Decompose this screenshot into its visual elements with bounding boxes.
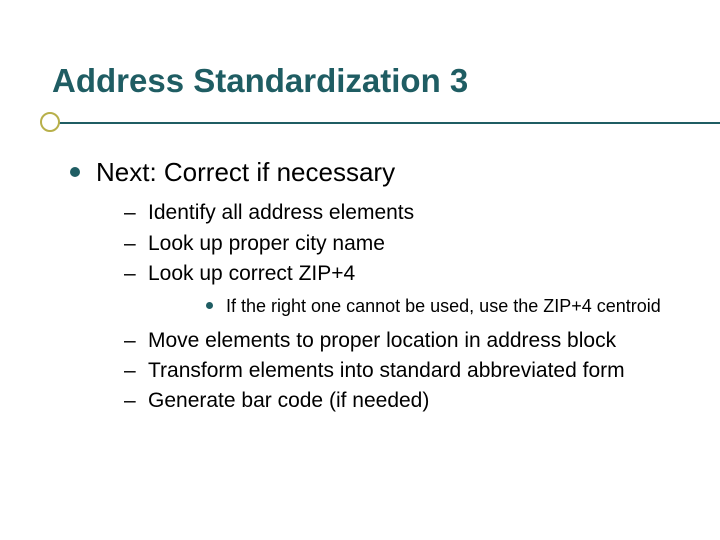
slide-title: Address Standardization 3 [52, 62, 680, 100]
slide: Address Standardization 3 Next: Correct … [0, 0, 720, 540]
level2-list: Identify all address elements Look up pr… [96, 198, 670, 417]
list-item: Transform elements into standard abbrevi… [96, 356, 670, 386]
list-item: Look up proper city name [96, 229, 670, 259]
list-item-text: Next: Correct if necessary [96, 157, 395, 187]
list-item-text: Generate bar code (if needed) [148, 389, 429, 412]
list-item-text: Move elements to proper location in addr… [148, 329, 616, 352]
list-item: Generate bar code (if needed) [96, 386, 670, 416]
level3-list: If the right one cannot be used, use the… [148, 293, 670, 319]
list-item: Identify all address elements [96, 198, 670, 228]
list-item: Move elements to proper location in addr… [96, 326, 670, 356]
content-area: Next: Correct if necessary Identify all … [70, 155, 670, 427]
title-divider [0, 110, 720, 134]
list-item-text: If the right one cannot be used, use the… [226, 296, 661, 316]
list-item: Next: Correct if necessary Identify all … [70, 155, 670, 417]
list-item-text: Transform elements into standard abbrevi… [148, 359, 625, 382]
list-item-text: Look up correct ZIP+4 [148, 262, 355, 285]
divider-line [52, 122, 720, 124]
level1-list: Next: Correct if necessary Identify all … [70, 155, 670, 417]
list-item: If the right one cannot be used, use the… [148, 293, 670, 319]
list-item: Look up correct ZIP+4 If the right one c… [96, 259, 670, 320]
title-container: Address Standardization 3 [52, 62, 680, 100]
list-item-text: Identify all address elements [148, 201, 414, 224]
list-item-text: Look up proper city name [148, 232, 385, 255]
divider-circle-icon [40, 112, 60, 132]
